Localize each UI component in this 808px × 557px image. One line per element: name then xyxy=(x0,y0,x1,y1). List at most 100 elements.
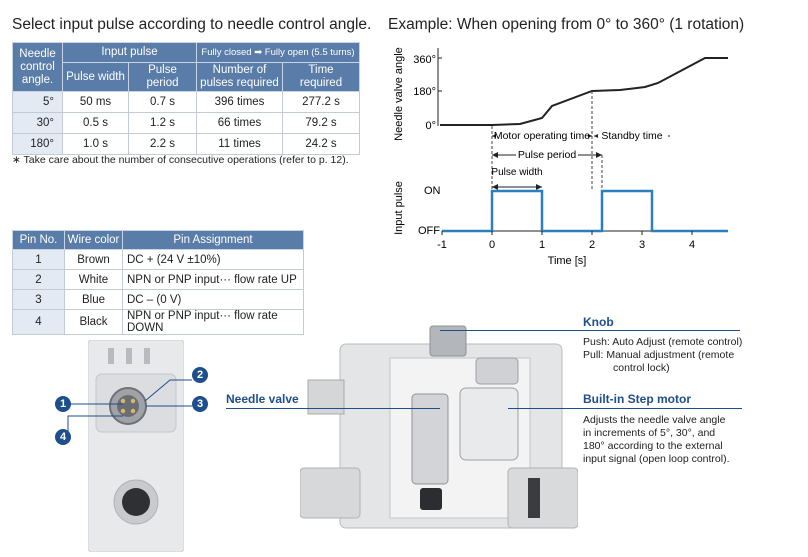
timing-chart: Needle valve angle Input pulse 360° 180°… xyxy=(393,47,728,267)
example-title: Example: When opening from 0° to 360° (1… xyxy=(388,16,745,33)
cell-pin: 3 xyxy=(12,289,65,310)
step-motor-line: 180° according to the external xyxy=(583,440,723,452)
step-motor-line: in increments of 5°, 30°, and xyxy=(583,427,716,439)
callout-line xyxy=(144,379,192,402)
cell-color: Brown xyxy=(64,249,123,270)
header-pulses-required: Number of pulses required xyxy=(196,62,283,92)
label-bg xyxy=(496,128,588,142)
needle-valve-label: Needle valve xyxy=(226,392,299,406)
arrow-head xyxy=(596,152,602,158)
x-tick: -1 xyxy=(437,239,447,251)
arrow-head xyxy=(492,152,498,158)
header-pulse-period: Pulse period xyxy=(128,62,197,92)
cell-pin: 4 xyxy=(12,309,65,335)
cell-color: Blue xyxy=(64,289,123,310)
cell-time: 277.2 s xyxy=(282,91,360,113)
pulse-width-label: Pulse width xyxy=(491,167,542,178)
cell-time: 79.2 s xyxy=(282,112,360,134)
callout-line xyxy=(67,415,123,436)
cell-pulses: 396 times xyxy=(196,91,283,113)
pin-badge-2: 2 xyxy=(192,367,208,383)
table-row: 5° 50 ms 0.7 s 396 times 277.2 s xyxy=(12,91,360,113)
cell-pin: 1 xyxy=(12,249,65,270)
step-motor-callout-line xyxy=(508,408,742,409)
cell-time: 24.2 s xyxy=(282,133,360,155)
arrow-head xyxy=(492,184,498,190)
cell-angle: 30° xyxy=(12,112,63,134)
cell-assignment: NPN or PNP input··· flow rate DOWN xyxy=(122,309,304,335)
needle-angle-curve xyxy=(440,57,728,126)
cell-assignment: NPN or PNP input··· flow rate UP xyxy=(122,269,304,290)
header-input-pulse: Input pulse xyxy=(62,42,197,63)
pulse-table: Needle control angle. Input pulse Fully … xyxy=(12,42,360,155)
arrow-head xyxy=(536,184,542,190)
table-row: 2 White NPN or PNP input··· flow rate UP xyxy=(12,269,304,290)
x-tick: 0 xyxy=(489,239,495,251)
cell-period: 2.2 s xyxy=(128,133,197,155)
cell-width: 50 ms xyxy=(62,91,129,113)
table-row: 3 Blue DC – (0 V) xyxy=(12,289,304,310)
connector-image xyxy=(88,340,184,552)
pulse-period-label: Pulse period xyxy=(518,149,577,161)
cell-color: Black xyxy=(64,309,123,335)
knob-title: Knob xyxy=(583,315,614,329)
step-motor-description: Adjusts the needle valve angle in increm… xyxy=(583,414,803,466)
standby-time-label: Standby time xyxy=(601,130,662,142)
needle-valve-callout-line xyxy=(226,408,440,409)
step-motor-title: Built-in Step motor xyxy=(583,392,691,406)
knob-pull-text-cont: control lock) xyxy=(613,362,670,374)
cell-pulses: 66 times xyxy=(196,112,283,134)
cell-color: White xyxy=(64,269,123,290)
cell-angle: 180° xyxy=(12,133,63,155)
cell-pulses: 11 times xyxy=(196,133,283,155)
x-tick: 4 xyxy=(689,239,695,251)
valve-cutaway-image xyxy=(300,325,578,529)
tick-360: 360° xyxy=(413,54,436,66)
header-time-required: Time required xyxy=(282,62,360,92)
label-bg xyxy=(516,147,578,161)
step-motor-line: input signal (open loop control). xyxy=(583,453,730,465)
cell-period: 0.7 s xyxy=(128,91,197,113)
header-pulse-width: Pulse width xyxy=(62,62,129,92)
table-row: 30° 0.5 s 1.2 s 66 times 79.2 s xyxy=(12,112,360,134)
cell-assignment: DC – (0 V) xyxy=(122,289,304,310)
knob-push-text: Push: Auto Adjust (remote control) xyxy=(583,336,743,348)
pin-badge-4: 4 xyxy=(55,429,71,445)
consecutive-operations-note: ∗ Take care about the number of consecut… xyxy=(12,154,349,166)
cell-pin: 2 xyxy=(12,269,65,290)
header-wire-color: Wire color xyxy=(64,230,123,250)
knob-pull-text: Pull: Manual adjustment (remote xyxy=(583,349,735,361)
header-angle: Needle control angle. xyxy=(12,42,63,92)
cell-angle: 5° xyxy=(12,91,63,113)
tick-0: 0° xyxy=(425,120,436,132)
table-row: 1 Brown DC + (24 V ±10%) xyxy=(12,249,304,270)
x-tick: 3 xyxy=(639,239,645,251)
header-full-range: Fully closed ➡ Fully open (5.5 turns) xyxy=(196,42,360,63)
pin-badge-3: 3 xyxy=(192,396,208,412)
step-motor-line: Adjusts the needle valve angle xyxy=(583,414,726,426)
tick-180: 180° xyxy=(413,86,436,98)
pin-table: Pin No. Wire color Pin Assignment 1 Brow… xyxy=(12,230,304,335)
input-pulse-signal xyxy=(442,189,728,233)
cell-width: 1.0 s xyxy=(62,133,129,155)
table-row: 180° 1.0 s 2.2 s 11 times 24.2 s xyxy=(12,133,360,155)
pin-callout-lines xyxy=(67,379,192,436)
pulse-table-title: Select input pulse according to needle c… xyxy=(12,16,372,33)
knob-description: Push: Auto Adjust (remote control) Pull:… xyxy=(583,336,803,375)
header-pin-no: Pin No. xyxy=(12,230,65,250)
table-row: 4 Black NPN or PNP input··· flow rate DO… xyxy=(12,309,304,335)
x-tick: 2 xyxy=(589,239,595,251)
pin-badge-1: 1 xyxy=(55,396,71,412)
x-tick: 1 xyxy=(539,239,545,251)
knob-callout-line xyxy=(440,330,740,331)
header-pin-assignment: Pin Assignment xyxy=(122,230,304,250)
cell-width: 0.5 s xyxy=(62,112,129,134)
off-label: OFF xyxy=(418,225,440,237)
angle-axis-label: Needle valve angle xyxy=(393,47,405,141)
cell-assignment: DC + (24 V ±10%) xyxy=(122,249,304,270)
time-axis-label: Time [s] xyxy=(548,255,587,267)
label-bg xyxy=(598,128,668,142)
motor-operating-time-label: Motor operating time xyxy=(494,130,590,142)
cell-period: 1.2 s xyxy=(128,112,197,134)
on-label: ON xyxy=(424,185,441,197)
